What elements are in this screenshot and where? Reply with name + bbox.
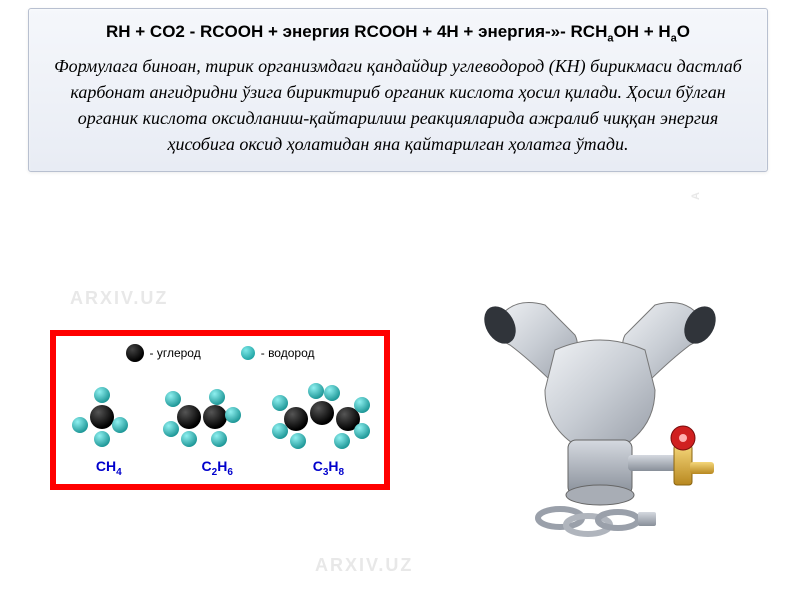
watermark-text: ARXIV.UZ xyxy=(315,555,413,576)
watermark-text: A xyxy=(690,190,702,200)
watermark-text: ARXIV.UZ xyxy=(70,288,168,309)
chemical-formula: RH + CO2 - RCOOH + энергия RCOOH + 4H + … xyxy=(47,19,749,47)
formula-segment: RH + CO2 - RCOOH + энергия RCOOH + 4H + … xyxy=(106,22,607,41)
formula-segment: OH + H xyxy=(613,22,670,41)
formula-segment: O xyxy=(677,22,690,41)
gas-device-illustration xyxy=(460,290,750,550)
molecule-ch4 xyxy=(62,379,142,454)
legend-hydrogen: - водород xyxy=(241,344,315,362)
molecules-row xyxy=(56,374,384,459)
molecule-c3h8 xyxy=(264,379,379,454)
label-ch4: CH4 xyxy=(96,458,122,478)
legend-label: - углерод xyxy=(150,346,201,360)
info-text-box: RH + CO2 - RCOOH + энергия RCOOH + 4H + … xyxy=(28,8,768,172)
description-text: Формулага биноан, тирик организмдаги қан… xyxy=(47,53,749,157)
label-c2h6: C2H6 xyxy=(202,458,233,478)
carbon-atom-icon xyxy=(126,344,144,362)
hydrogen-atom-icon xyxy=(241,346,255,360)
legend-carbon: - углерод xyxy=(126,344,201,362)
molecule-diagram: - углерод - водород xyxy=(50,330,390,490)
legend-label: - водород xyxy=(261,346,315,360)
molecule-labels: CH4 C2H6 C3H8 xyxy=(56,458,384,478)
molecule-c2h6 xyxy=(153,379,253,454)
molecule-legend: - углерод - водород xyxy=(56,344,384,362)
label-c3h8: C3H8 xyxy=(313,458,344,478)
